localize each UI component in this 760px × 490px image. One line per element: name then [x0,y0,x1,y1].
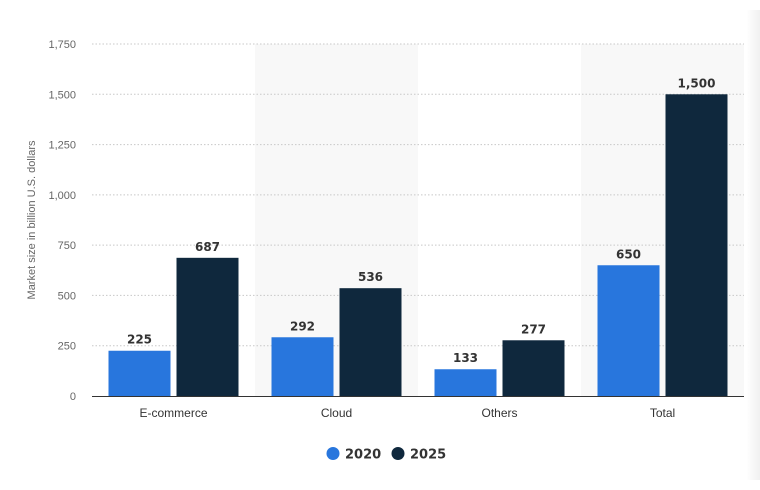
y-axis-ticks: 0 250 500 750 1,000 1,250 1,500 1,750 [48,39,76,403]
y-tick-label: 750 [58,240,76,252]
scroll-edge-shadow [746,10,760,480]
y-tick-label: 1,250 [48,140,76,152]
x-tick-label: Total [650,406,675,420]
bar-2020-cloud[interactable] [271,337,334,396]
y-tick-label: 1,750 [48,39,76,51]
data-label: 225 [127,333,152,347]
legend: 2020 2025 [326,447,446,463]
bars [108,94,728,397]
data-label: 536 [358,270,383,284]
bar-2020-others[interactable] [434,369,497,396]
y-tick-label: 1,000 [48,190,76,202]
legend-swatch [391,447,405,460]
bar-2025-others[interactable] [502,340,565,396]
legend-label[interactable]: 2020 [345,448,381,463]
bar-2025-e-commerce[interactable] [176,257,239,396]
y-tick-label: 1,500 [48,89,76,101]
y-tick-label: 0 [70,391,76,403]
data-label: 1,500 [678,76,716,90]
data-label: 687 [195,240,220,254]
data-label: 292 [290,319,315,333]
data-label: 277 [521,322,546,336]
bar-2020-e-commerce[interactable] [108,350,171,396]
data-labels: 225 687 292 536 133 277 650 1,500 [127,76,716,365]
bar-2025-cloud[interactable] [339,288,402,396]
x-tick-label: Others [481,406,517,420]
y-axis-title: Market size in billion U.S. dollars [26,140,38,299]
bar-2020-total[interactable] [597,265,660,396]
data-label: 133 [453,351,478,365]
data-label: 650 [616,247,641,261]
y-tick-label: 500 [58,290,76,302]
x-axis-categories: E-commerce Cloud Others Total [139,406,675,420]
bar-2025-total[interactable] [665,94,728,397]
legend-swatch [326,447,340,460]
legend-label[interactable]: 2025 [410,448,446,463]
y-tick-label: 250 [58,341,76,353]
x-tick-label: Cloud [321,406,352,420]
x-tick-label: E-commerce [139,406,207,420]
